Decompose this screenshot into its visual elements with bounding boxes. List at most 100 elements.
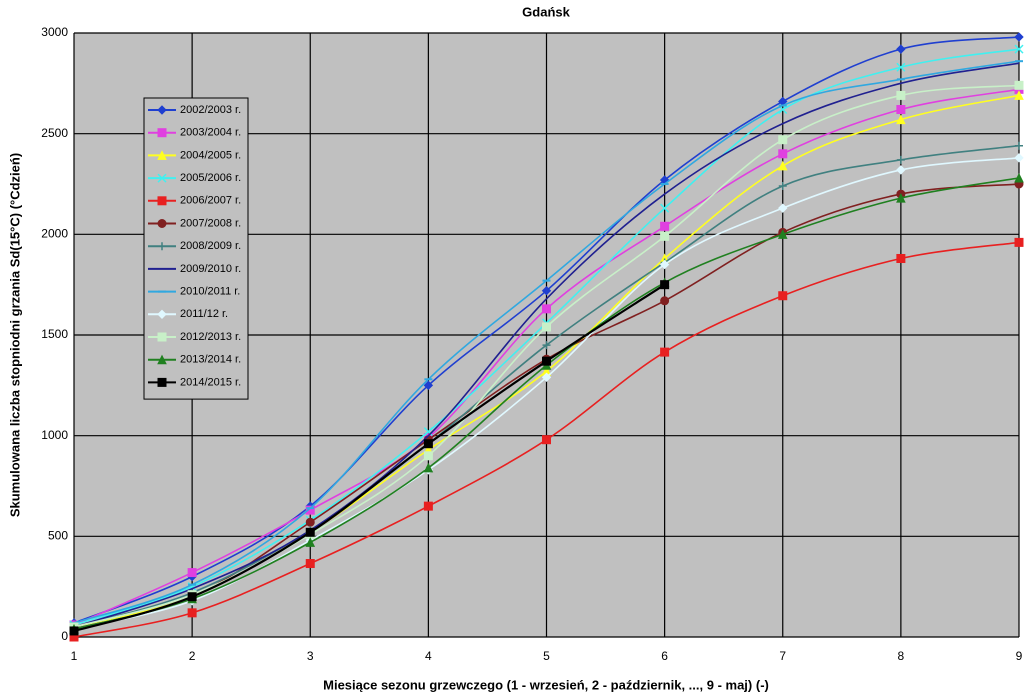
legend-label: 2003/2004 r.: [180, 127, 241, 139]
x-tick-label: 8: [898, 649, 905, 663]
marker: [157, 219, 167, 228]
y-tick-label: 1000: [41, 428, 68, 442]
marker: [542, 304, 551, 314]
marker: [69, 626, 79, 636]
series-line: [73, 60, 1020, 624]
marker: [157, 309, 167, 320]
x-tick-label: 6: [661, 649, 668, 663]
marker: [305, 559, 315, 569]
marker: [542, 341, 551, 350]
legend-label: 2010/2011 r.: [180, 286, 240, 298]
legend-label: 2012/2013 r.: [180, 331, 241, 343]
marker: [305, 517, 315, 527]
marker: [777, 229, 788, 239]
x-tick-label: 3: [307, 649, 314, 663]
y-tick-label: 0: [61, 629, 68, 643]
legend-label: 2008/2009 r.: [180, 240, 241, 252]
marker: [157, 354, 167, 365]
legend-label: 2011/12 r.: [180, 308, 228, 320]
legend-label: 2005/2006 r.: [180, 172, 241, 184]
marker: [1015, 141, 1023, 150]
legend-label: 2002/2003 r.: [180, 104, 241, 116]
marker: [777, 160, 788, 171]
marker: [896, 62, 906, 72]
legend-label: 2014/2015 r.: [180, 376, 241, 388]
legend-label: 2013/2014 r.: [180, 354, 241, 366]
marker: [896, 105, 906, 115]
chart-title: Gdańsk: [522, 4, 570, 19]
marker: [423, 427, 433, 437]
marker: [660, 296, 670, 306]
marker: [158, 242, 166, 251]
marker: [305, 527, 315, 537]
legend-label: 2009/2010 r.: [180, 263, 241, 275]
marker: [423, 462, 434, 473]
marker: [896, 165, 906, 175]
marker: [157, 150, 167, 160]
legend-label: 2007/2008 r.: [180, 217, 241, 229]
marker: [423, 439, 433, 449]
marker: [896, 253, 906, 263]
marker: [305, 537, 316, 547]
y-tick-label: 3000: [41, 25, 68, 39]
marker: [1014, 32, 1024, 42]
marker: [778, 149, 788, 159]
x-tick-label: 4: [425, 649, 432, 663]
marker: [187, 592, 197, 602]
marker: [157, 377, 167, 387]
marker: [778, 203, 788, 213]
marker: [187, 568, 197, 578]
marker: [542, 356, 551, 366]
marker: [157, 173, 167, 183]
x-tick-label: 5: [543, 649, 550, 663]
marker: [778, 182, 787, 191]
x-axis-label: Miesiące sezonu grzewczego (1 - wrzesień…: [323, 677, 769, 692]
x-tick-label: 7: [779, 649, 786, 663]
marker: [1014, 153, 1024, 163]
y-tick-label: 500: [48, 529, 68, 543]
marker: [659, 259, 670, 270]
marker: [541, 372, 552, 382]
marker: [157, 128, 167, 138]
series-line: [73, 283, 666, 633]
x-tick-label: 2: [189, 649, 196, 663]
marker: [1014, 172, 1024, 183]
marker: [157, 196, 167, 206]
marker: [157, 105, 167, 115]
series-line: [73, 36, 1020, 624]
marker: [778, 291, 788, 301]
y-tick-label: 2000: [41, 227, 68, 241]
marker: [896, 90, 906, 100]
marker: [542, 322, 551, 332]
marker: [541, 285, 552, 296]
legend-label: 2004/2005 r.: [180, 149, 241, 161]
x-tick-label: 1: [71, 649, 78, 663]
y-tick-label: 1500: [41, 327, 68, 341]
marker: [896, 155, 905, 164]
marker: [1014, 237, 1024, 247]
marker: [542, 435, 551, 445]
marker: [187, 608, 197, 618]
marker: [896, 114, 906, 125]
marker: [423, 451, 433, 461]
marker: [660, 221, 670, 231]
marker: [157, 332, 167, 342]
marker: [778, 135, 788, 145]
marker: [1014, 80, 1024, 90]
marker: [660, 231, 670, 241]
marker: [1014, 90, 1024, 100]
marker: [1014, 44, 1024, 54]
marker: [896, 192, 906, 203]
series-line: [73, 62, 1020, 628]
y-tick-label: 2500: [41, 126, 68, 140]
marker: [896, 44, 906, 54]
marker: [423, 380, 434, 391]
y-axis-label: Skumulowana liczba stopniodni grzania Sd…: [7, 153, 22, 517]
legend-label: 2006/2007 r.: [180, 195, 241, 207]
x-tick-label: 9: [1016, 649, 1023, 663]
marker: [660, 280, 670, 290]
marker: [660, 347, 670, 357]
marker: [305, 505, 315, 515]
marker: [660, 203, 670, 213]
